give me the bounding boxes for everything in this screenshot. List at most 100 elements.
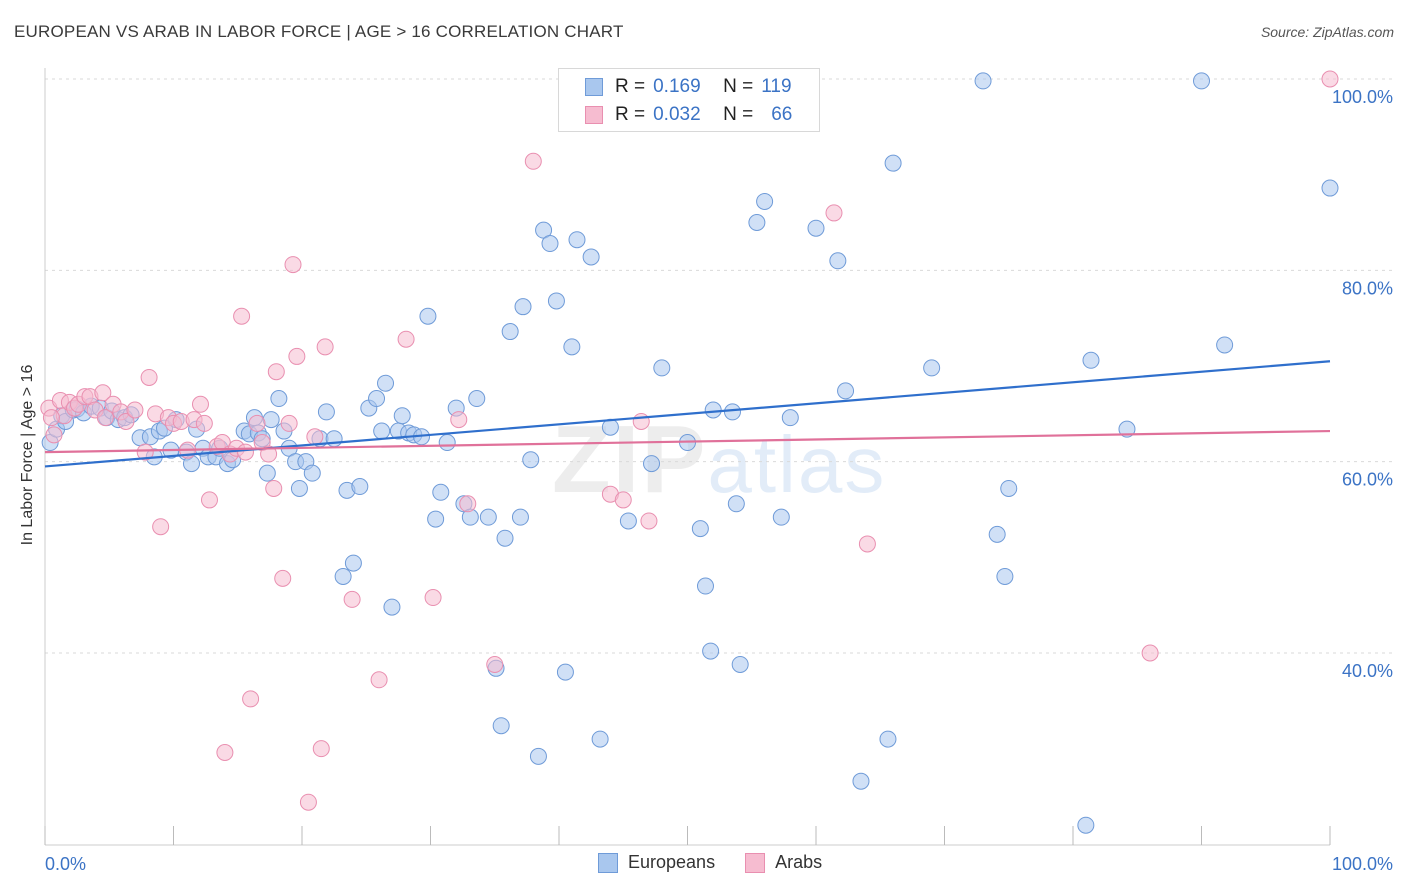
europeans-points [41, 72, 1339, 834]
europeans-point [344, 554, 362, 572]
europeans-point [772, 508, 790, 526]
arabs-point [424, 589, 442, 607]
arabs-point [152, 518, 170, 536]
europeans-point [702, 642, 720, 660]
y-tick-label: 80.0% [1342, 278, 1393, 298]
europeans-point [317, 403, 335, 421]
europeans-point [393, 407, 411, 425]
arabs-point [96, 409, 114, 427]
stats-legend: R = 0.169 N = 119 R = 0.032 N = 66 [558, 68, 820, 132]
europeans-point [547, 292, 565, 310]
legend-label-arabs: Arabs [775, 852, 823, 872]
europeans-point [522, 451, 540, 469]
europeans-point [748, 214, 766, 231]
europeans-point [807, 219, 825, 237]
arabs-point [459, 495, 477, 513]
grid-lines [45, 78, 1395, 654]
arabs-swatch [745, 852, 766, 873]
europeans-point [368, 390, 386, 408]
legend-row-arabs: R = 0.032 N = 66 [585, 100, 792, 130]
legend-r-value: 0.169 [653, 76, 701, 97]
arabs-point [450, 411, 468, 429]
europeans-point [591, 730, 609, 748]
europeans-point [1082, 351, 1100, 369]
arabs-point [280, 414, 298, 432]
arabs-point [370, 671, 388, 689]
europeans-point [619, 512, 637, 530]
x-tick-label: 0.0% [45, 854, 86, 874]
europeans-point [1216, 336, 1234, 354]
arabs-point [45, 426, 63, 444]
trend-lines [44, 360, 1331, 468]
arabs-point [299, 793, 317, 811]
arabs-point [265, 479, 283, 497]
arabs-point [267, 363, 285, 381]
arabs-point [1321, 70, 1339, 88]
arabs-swatch [585, 106, 603, 124]
europeans-point [373, 422, 391, 440]
y-tick-label: 40.0% [1342, 661, 1393, 681]
arabs-point [140, 368, 158, 386]
axes [44, 68, 1331, 846]
arabs-point [312, 740, 330, 758]
legend-r-value: 0.032 [653, 104, 701, 125]
europeans-point [427, 510, 445, 528]
arabs-point [126, 401, 144, 419]
europeans-point [723, 403, 741, 421]
legend-item-europeans[interactable]: Europeans [598, 852, 715, 873]
arabs-point [343, 590, 361, 608]
europeans-point [781, 409, 799, 427]
europeans-point [923, 359, 941, 377]
arabs-point [236, 443, 254, 461]
europeans-point [419, 307, 437, 325]
europeans-point [756, 192, 774, 210]
arabs-point [397, 330, 415, 348]
arabs-point [274, 569, 292, 587]
europeans-point [501, 323, 519, 341]
arabs-trend-line [44, 429, 1331, 454]
legend-n-label: N = [723, 104, 754, 125]
legend-n-label: N = [723, 76, 754, 97]
europeans-point [996, 567, 1014, 585]
europeans-point [731, 655, 749, 673]
europeans-point [704, 401, 722, 419]
europeans-point [541, 235, 559, 253]
europeans-point [1077, 816, 1095, 834]
legend-row-europeans: R = 0.169 N = 119 [585, 72, 792, 102]
arabs-point [136, 443, 154, 461]
europeans-point [653, 359, 671, 377]
europeans-point [727, 495, 745, 513]
europeans-point [829, 252, 847, 270]
europeans-point [643, 455, 661, 473]
europeans-point [492, 717, 510, 735]
europeans-point [974, 72, 992, 90]
europeans-point [691, 520, 709, 538]
y-tick-label: 60.0% [1342, 470, 1393, 490]
source-label[interactable]: Source: ZipAtlas.com [1260, 24, 1394, 40]
arabs-point [42, 409, 60, 427]
arabs-point [284, 256, 302, 274]
legend-item-arabs[interactable]: Arabs [745, 852, 822, 873]
europeans-point [529, 747, 547, 765]
x-tick-label: 100.0% [1332, 854, 1393, 874]
arabs-point [200, 491, 218, 509]
europeans-point [582, 248, 600, 266]
legend-r-label: R = [615, 104, 646, 125]
arabs-point [858, 535, 876, 553]
arabs-point [486, 655, 504, 673]
arabs-point [216, 743, 234, 761]
europeans-point [383, 598, 401, 616]
europeans-point [258, 464, 276, 482]
arabs-point [316, 338, 334, 356]
arabs-point [242, 690, 260, 708]
europeans-point [879, 730, 897, 748]
europeans-swatch [585, 78, 603, 96]
arabs-point [248, 414, 266, 432]
watermark-atlas: atlas [707, 420, 887, 509]
legend-label-europeans: Europeans [628, 852, 716, 872]
arabs-point [191, 395, 209, 413]
europeans-point [852, 772, 870, 790]
tick-labels: 40.0% 60.0% 80.0% 100.0% 0.0% 100.0% [45, 87, 1393, 874]
europeans-point [479, 508, 497, 526]
europeans-point [290, 479, 308, 497]
